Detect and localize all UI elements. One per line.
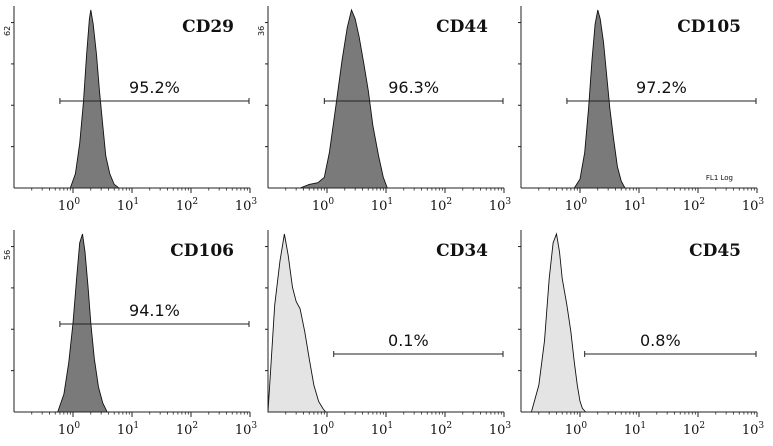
histogram-area: [57, 233, 108, 413]
x-tick-label: 100: [58, 421, 81, 438]
x-tick-label: 102: [176, 421, 198, 438]
x-tick-label: 102: [430, 197, 452, 214]
histogram-panel-cd34: 100 101 102 103 CD34 0.1%: [265, 230, 511, 438]
histogram-panel-cd44: 100 101 102 103 CD44 96.3% 36: [257, 6, 511, 214]
positive-percent-label: 96.3%: [388, 78, 439, 97]
x-tick-label: 101: [371, 197, 393, 214]
marker-title: CD34: [436, 241, 488, 261]
marker-title: CD105: [677, 17, 741, 37]
x-tick-label: 102: [430, 421, 452, 438]
histogram-panel-cd106: 100 101 102 103 CD106 94.1% 56: [3, 230, 257, 438]
x-tick-label: 103: [742, 421, 765, 438]
positive-percent-label: 97.2%: [636, 78, 687, 97]
x-tick-label: 103: [235, 197, 258, 214]
x-tick-label: 103: [235, 421, 258, 438]
positive-percent-label: 0.1%: [388, 331, 429, 350]
positive-percent-label: 95.2%: [129, 78, 180, 97]
y-max-label: 62: [3, 26, 12, 36]
histogram-area: [299, 8, 388, 189]
x-tick-label: 102: [683, 197, 705, 214]
positive-percent-label: 94.1%: [129, 301, 180, 320]
marker-title: CD106: [170, 241, 234, 261]
x-tick-label: 100: [312, 197, 335, 214]
histogram-area: [267, 233, 327, 413]
x-tick-label: 103: [489, 421, 512, 438]
x-tick-label: 103: [742, 197, 765, 214]
x-tick-label: 100: [565, 421, 588, 438]
x-tick-label: 101: [624, 197, 646, 214]
histogram-area: [530, 232, 587, 413]
positive-percent-label: 0.8%: [640, 331, 681, 350]
y-max-label: 36: [257, 26, 266, 36]
axis-note: FL1 Log: [706, 174, 733, 182]
marker-title: CD29: [182, 17, 234, 37]
y-max-label: 56: [3, 250, 12, 260]
x-tick-label: 100: [312, 421, 335, 438]
histogram-panel-cd45: 100 101 102 103 CD45 0.8%: [518, 230, 764, 438]
x-tick-label: 103: [489, 197, 512, 214]
histogram-area: [69, 9, 121, 189]
x-tick-label: 101: [117, 197, 139, 214]
x-tick-label: 100: [565, 197, 588, 214]
x-tick-label: 102: [176, 197, 198, 214]
x-tick-label: 101: [624, 421, 646, 438]
x-tick-label: 101: [117, 421, 139, 438]
x-tick-label: 101: [371, 421, 393, 438]
histogram-area: [573, 9, 626, 189]
marker-title: CD45: [689, 241, 741, 261]
histogram-panel-cd29: 100 101 102 103 CD29 95.2% 62: [3, 6, 257, 214]
marker-title: CD44: [436, 17, 488, 37]
x-tick-label: 102: [683, 421, 705, 438]
x-tick-label: 100: [58, 197, 81, 214]
histogram-panel-cd105: 100 101 102 103 CD105 97.2% FL1 Log: [518, 6, 764, 214]
